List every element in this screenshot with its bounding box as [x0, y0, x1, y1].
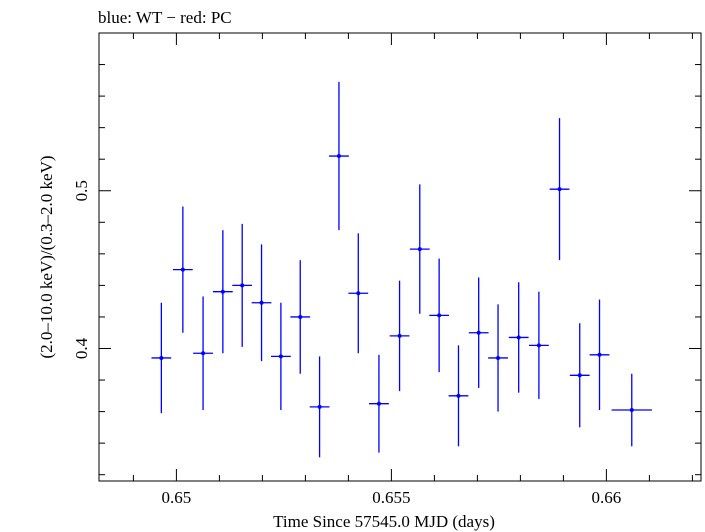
data-point [329, 81, 349, 231]
point-marker [496, 355, 501, 360]
point-marker [516, 335, 521, 340]
data-point [309, 356, 330, 458]
data-point [369, 354, 389, 453]
point-marker [397, 333, 402, 338]
y-axis-label: (2.0–10.0 keV)/(0.3–2.0 keV) [37, 155, 56, 358]
axis-ticks: 0.65 0.655 0.66 0.4 0.5 [72, 32, 701, 507]
point-marker [159, 355, 164, 360]
point-marker [629, 408, 634, 413]
chart-title: blue: WT − red: PC [98, 8, 232, 27]
point-marker [201, 351, 206, 356]
point-marker [597, 352, 602, 357]
data-point [488, 304, 508, 412]
data-point [389, 280, 410, 392]
point-marker [259, 300, 264, 305]
point-marker [336, 154, 341, 159]
data-point [271, 302, 291, 411]
data-point [193, 296, 213, 411]
point-marker [476, 330, 481, 335]
x-tick-label: 0.655 [372, 488, 410, 507]
point-marker [278, 354, 283, 359]
x-tick-label: 0.65 [162, 488, 192, 507]
data-point [529, 291, 549, 399]
data-point [172, 206, 193, 333]
data-point [429, 258, 450, 373]
point-marker [417, 247, 422, 252]
point-marker [240, 283, 245, 288]
point-marker [220, 289, 225, 294]
data-points [151, 81, 652, 458]
data-point [589, 299, 610, 411]
plot-frame [98, 32, 702, 482]
data-point [611, 373, 652, 447]
data-point [508, 282, 529, 393]
point-marker [356, 291, 361, 296]
data-point [348, 233, 369, 354]
y-tick-label: 0.4 [72, 337, 91, 359]
data-point [232, 223, 253, 347]
x-axis-label: Time Since 57545.0 MJD (days) [273, 512, 495, 531]
y-tick-label: 0.5 [72, 180, 91, 201]
data-point [409, 184, 430, 314]
data-point [290, 260, 311, 374]
data-point [468, 277, 489, 388]
point-marker [437, 313, 442, 318]
x-tick-label: 0.66 [592, 488, 622, 507]
point-marker [536, 343, 541, 348]
point-marker [298, 314, 303, 319]
data-point [549, 118, 570, 261]
point-marker [317, 404, 322, 409]
data-point [251, 244, 272, 362]
data-point [569, 323, 590, 428]
data-point [448, 345, 469, 447]
point-marker [456, 393, 461, 398]
point-marker [577, 373, 582, 378]
data-point [151, 302, 172, 414]
data-point [212, 230, 233, 354]
point-marker [376, 401, 381, 406]
point-marker [180, 267, 185, 272]
point-marker [557, 187, 562, 192]
